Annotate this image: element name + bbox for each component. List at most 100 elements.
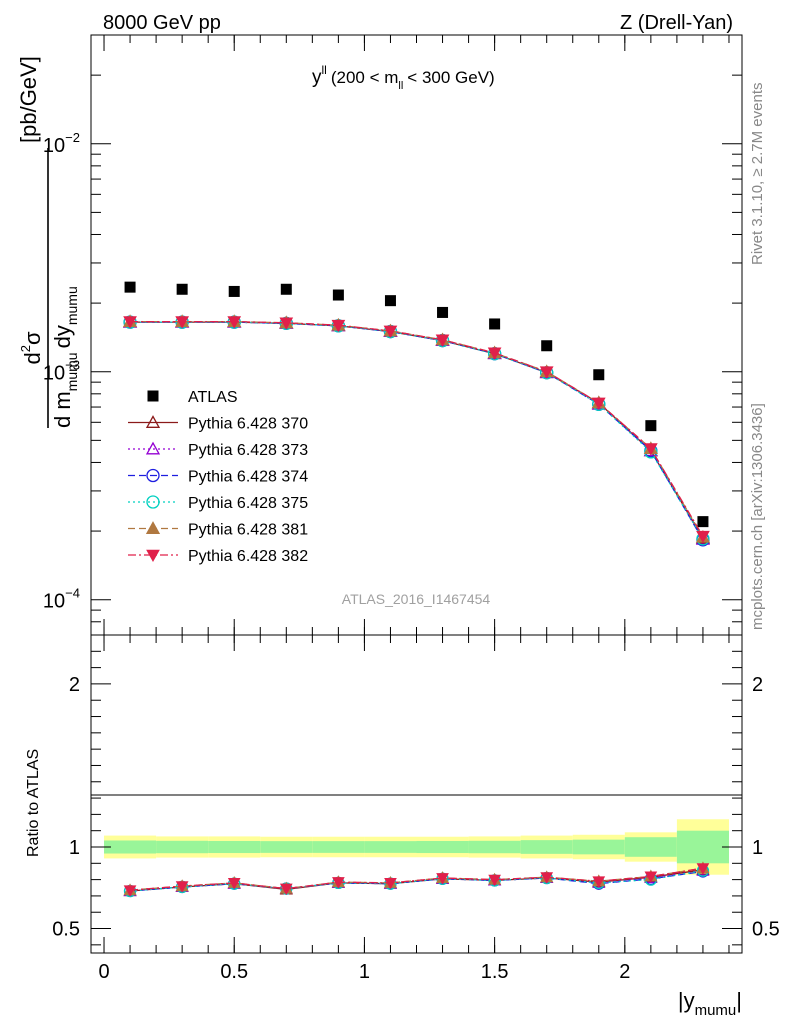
y-axis-label-denominator: d mmumudymumu bbox=[50, 286, 80, 428]
y-axis-label-dy: dy bbox=[50, 325, 75, 348]
y-axis-label-units: [pb/GeV] bbox=[16, 56, 41, 143]
atlas-data-point bbox=[124, 281, 136, 293]
plot-title-sup: ll bbox=[322, 63, 327, 77]
ratio-y-tick-label: 1 bbox=[69, 837, 80, 859]
x-axis-label: |ymumu| bbox=[678, 988, 742, 1019]
plot-title-main: y bbox=[312, 67, 322, 88]
y-axis-label-d: d bbox=[20, 352, 45, 364]
ratio-point-p382 bbox=[227, 877, 241, 890]
x-tick-label: 2 bbox=[619, 961, 630, 983]
ratio-y-tick-label-right: 2 bbox=[752, 674, 763, 696]
legend-marker-ATLAS bbox=[147, 390, 159, 402]
ratio-point-p382 bbox=[279, 883, 293, 896]
atlas-data-point bbox=[384, 295, 396, 307]
series-point-p382 bbox=[279, 317, 294, 330]
x-tick-label: 0 bbox=[98, 961, 109, 983]
legend-marker-p381 bbox=[145, 521, 161, 534]
x-tick-label: 1 bbox=[359, 961, 370, 983]
atlas-data-point bbox=[593, 369, 605, 381]
atlas-data-point bbox=[437, 306, 449, 318]
y-axis-label-numerator: d2σ bbox=[18, 331, 45, 364]
ratio-panel-frame bbox=[90, 634, 743, 954]
y-tick-label: 10−4 bbox=[43, 586, 80, 613]
legend-label-p382: Pythia 6.428 382 bbox=[188, 548, 308, 565]
atlas-data-point bbox=[280, 283, 292, 295]
y-axis-label-sub1: mumu bbox=[64, 352, 80, 391]
legend-label-p381: Pythia 6.428 381 bbox=[188, 522, 308, 539]
ratio-band-green bbox=[572, 839, 625, 855]
ratio-line-p374 bbox=[130, 870, 703, 892]
ratio-y-tick-label: 2 bbox=[69, 674, 80, 696]
ratio-series bbox=[123, 861, 710, 898]
atlas-data-point bbox=[645, 420, 657, 432]
plot-title-range-sub: ll bbox=[398, 80, 403, 92]
ratio-point-p382 bbox=[592, 876, 606, 888]
atlas-data-point bbox=[176, 283, 188, 295]
y-tick-label: 10−2 bbox=[43, 130, 80, 157]
x-axis-label-close: | bbox=[736, 988, 742, 1013]
ratio-point-p382 bbox=[644, 871, 658, 883]
atlas-data-point bbox=[228, 285, 240, 297]
series-point-p382 bbox=[331, 319, 346, 333]
y-axis-label-dm: d m bbox=[50, 391, 75, 428]
y-tick-label: 10−3 bbox=[43, 358, 80, 385]
plot-title-range-suffix: < 300 GeV) bbox=[407, 68, 494, 87]
ratio-band-green bbox=[312, 841, 365, 853]
ratio-line-p381 bbox=[130, 867, 704, 891]
main-series bbox=[122, 281, 711, 547]
series-line-p381 bbox=[130, 320, 704, 538]
header-right-label: Z (Drell-Yan) bbox=[620, 12, 733, 34]
legend: ATLAS Pythia 6.428 370 Pythia 6.428 373 Pyt… bbox=[128, 389, 308, 565]
ratio-band-green bbox=[364, 841, 417, 853]
ratio-point-p382 bbox=[540, 872, 554, 884]
ratio-band-green bbox=[624, 837, 677, 857]
ratio-y-tick-label: 0.5 bbox=[52, 919, 80, 941]
header-left-label: 8000 GeV pp bbox=[103, 12, 221, 34]
series-point-p382 bbox=[539, 366, 554, 379]
ratio-band-green bbox=[520, 840, 573, 854]
series-point-p382 bbox=[435, 334, 450, 347]
x-tick-label: 0.5 bbox=[220, 961, 248, 983]
atlas-data-point bbox=[489, 318, 501, 330]
atlas-data-point bbox=[332, 289, 344, 301]
ratio-point-p382 bbox=[123, 885, 137, 897]
ratio-y-tick-label-right: 0.5 bbox=[752, 919, 780, 941]
ratio-point-p382 bbox=[384, 877, 397, 890]
axis-ticks: 0 0.5 1 1.5 2 10−4 10−3 10−2 0.5 0.5 1 1 2 2 bbox=[43, 34, 780, 983]
ratio-line-p375 bbox=[130, 869, 704, 892]
ratio-uncertainty-bands bbox=[104, 819, 729, 875]
mcplots-label: mcplots.cern.ch [arXiv:1306.3436] bbox=[749, 403, 766, 630]
series-point-p382 bbox=[644, 443, 658, 456]
series-point-p382 bbox=[383, 325, 398, 338]
ratio-axis-label: Ratio to ATLAS bbox=[25, 749, 42, 857]
series-point-p382 bbox=[175, 316, 189, 329]
legend-label-p375: Pythia 6.428 375 bbox=[188, 495, 308, 512]
legend-label-p373: Pythia 6.428 373 bbox=[188, 442, 308, 459]
ratio-band-green bbox=[468, 840, 521, 854]
atlas-data-point bbox=[541, 340, 553, 352]
legend-label-p374: Pythia 6.428 374 bbox=[188, 469, 308, 486]
ratio-band-green bbox=[676, 830, 729, 864]
ratio-band-green bbox=[104, 840, 157, 854]
series-line-p375 bbox=[130, 321, 704, 540]
legend-marker-p373 bbox=[145, 441, 161, 455]
ratio-band-green bbox=[156, 840, 209, 854]
ratio-point-p382 bbox=[696, 863, 710, 875]
legend-marker-p370 bbox=[145, 415, 161, 428]
analysis-watermark: ATLAS_2016_I1467454 bbox=[342, 591, 491, 607]
series-point-p382 bbox=[591, 397, 606, 410]
ratio-point-p382 bbox=[332, 877, 345, 889]
legend-marker-p375 bbox=[146, 495, 160, 509]
atlas-data-point bbox=[697, 516, 709, 528]
ratio-band-green bbox=[416, 840, 469, 854]
ratio-band-green bbox=[260, 841, 313, 853]
y-axis-label-sub2: mumu bbox=[64, 286, 80, 325]
x-axis-label-sub: mumu bbox=[695, 1002, 737, 1019]
ratio-point-p382 bbox=[436, 873, 449, 885]
plot-title-range-prefix: (200 < m bbox=[331, 68, 399, 87]
y-axis-label-sigma: σ bbox=[20, 331, 45, 345]
x-tick-label: 1.5 bbox=[481, 961, 509, 983]
ratio-y-tick-label-right: 1 bbox=[752, 837, 763, 859]
y-axis-label-sup: 2 bbox=[18, 345, 33, 352]
